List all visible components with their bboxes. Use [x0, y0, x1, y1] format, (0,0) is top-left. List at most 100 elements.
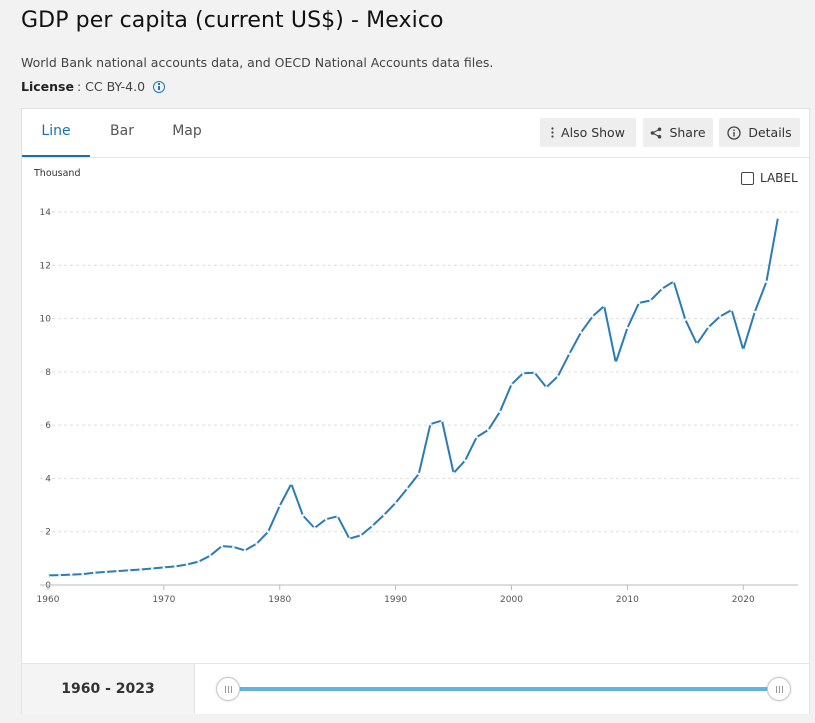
data-point — [556, 375, 560, 378]
vertical-dots-icon — [551, 127, 554, 138]
data-point — [568, 352, 571, 356]
x-tick-label: 1980 — [268, 595, 291, 605]
label-checkbox[interactable] — [741, 171, 754, 185]
share-button[interactable]: Share — [643, 118, 713, 147]
data-point — [602, 304, 606, 308]
data-point — [255, 542, 258, 546]
info-icon — [727, 125, 741, 140]
y-tick-label: 12 — [40, 261, 51, 271]
tab-line[interactable]: Line — [22, 109, 90, 157]
chart-tabs: Line Bar Map Also Show Share Details — [22, 109, 809, 158]
data-point — [58, 573, 61, 577]
details-button[interactable]: Details — [719, 118, 800, 147]
data-point — [139, 568, 142, 571]
data-point — [278, 504, 282, 508]
data-point — [440, 419, 444, 422]
range-slider-end-handle[interactable] — [767, 677, 791, 701]
data-point — [660, 287, 664, 291]
data-point — [81, 572, 85, 576]
range-separator: - — [100, 681, 116, 697]
data-point — [579, 331, 583, 334]
x-tick-label: 2020 — [732, 595, 755, 605]
data-point — [533, 371, 536, 374]
y-axis-unit-label: Thousand — [33, 168, 80, 179]
label-toggle[interactable]: LABEL — [741, 171, 798, 185]
data-point — [637, 301, 641, 305]
data-point — [544, 386, 548, 389]
data-point — [765, 280, 768, 284]
label-toggle-text: LABEL — [760, 171, 798, 185]
share-label: Share — [669, 125, 706, 140]
data-point — [220, 544, 224, 548]
data-point — [324, 517, 328, 521]
data-point — [208, 554, 212, 557]
series-line — [47, 217, 779, 577]
share-icon — [650, 127, 662, 139]
data-point — [684, 318, 687, 321]
data-point — [730, 308, 733, 312]
y-tick-label: 6 — [45, 421, 51, 431]
data-point — [649, 299, 652, 302]
range-slider-start-handle[interactable] — [216, 677, 240, 701]
data-point — [104, 570, 108, 574]
data-point — [626, 326, 629, 330]
data-point — [452, 471, 455, 475]
range-slider-track[interactable] — [229, 687, 779, 691]
data-point — [46, 574, 50, 577]
x-tick-label: 1970 — [152, 595, 175, 605]
data-point — [429, 422, 432, 426]
data-point — [707, 325, 710, 329]
data-point — [487, 428, 490, 432]
data-point — [69, 573, 73, 576]
data-point — [521, 371, 525, 375]
data-point — [498, 410, 502, 414]
data-point — [313, 526, 316, 530]
license-label: License — [21, 79, 74, 94]
x-tick-label: 2000 — [500, 595, 523, 605]
range-label: 1960 - 2023 — [22, 664, 195, 714]
data-point — [463, 459, 467, 462]
data-point — [776, 216, 780, 219]
data-point — [753, 310, 757, 314]
tab-map[interactable]: Map — [172, 123, 202, 139]
data-point — [347, 537, 351, 540]
data-point — [116, 569, 119, 573]
data-point — [290, 482, 293, 486]
license-row: License : CC BY-4.0 — [21, 79, 166, 94]
license-value: : CC BY-4.0 — [76, 79, 146, 94]
grip-icon — [224, 685, 232, 693]
data-point — [510, 383, 513, 386]
data-point — [162, 566, 166, 569]
data-point — [382, 513, 386, 517]
also-show-button[interactable]: Also Show — [540, 118, 636, 147]
data-point — [127, 569, 131, 572]
x-tick-label: 1960 — [37, 595, 60, 605]
data-point — [232, 545, 235, 549]
x-tick-label: 1990 — [384, 595, 407, 605]
range-end: 2023 — [115, 681, 155, 697]
range-start: 1960 — [61, 681, 101, 697]
range-footer: 1960 - 2023 — [22, 663, 809, 714]
chart-card: Line Bar Map Also Show Share Details LAB… — [21, 108, 810, 714]
y-tick-label: 2 — [45, 528, 51, 538]
data-point — [591, 315, 594, 318]
data-point — [197, 560, 200, 563]
details-label: Details — [748, 125, 792, 140]
data-point — [266, 530, 270, 534]
data-point — [336, 514, 339, 518]
data-point — [185, 563, 189, 566]
data-point — [150, 567, 154, 570]
tab-bar[interactable]: Bar — [110, 123, 134, 139]
data-point — [301, 514, 305, 517]
y-tick-label: 14 — [40, 208, 52, 218]
data-point — [359, 534, 363, 537]
data-point — [371, 524, 374, 528]
data-point — [405, 487, 409, 490]
data-point — [417, 472, 421, 476]
source-note: World Bank national accounts data, and O… — [21, 55, 494, 70]
y-tick-label: 8 — [45, 368, 51, 378]
data-point — [672, 280, 676, 283]
data-point — [174, 565, 177, 568]
line-chart: Thousand02468101214196019701980199020002… — [33, 168, 798, 605]
info-icon[interactable] — [153, 80, 166, 93]
